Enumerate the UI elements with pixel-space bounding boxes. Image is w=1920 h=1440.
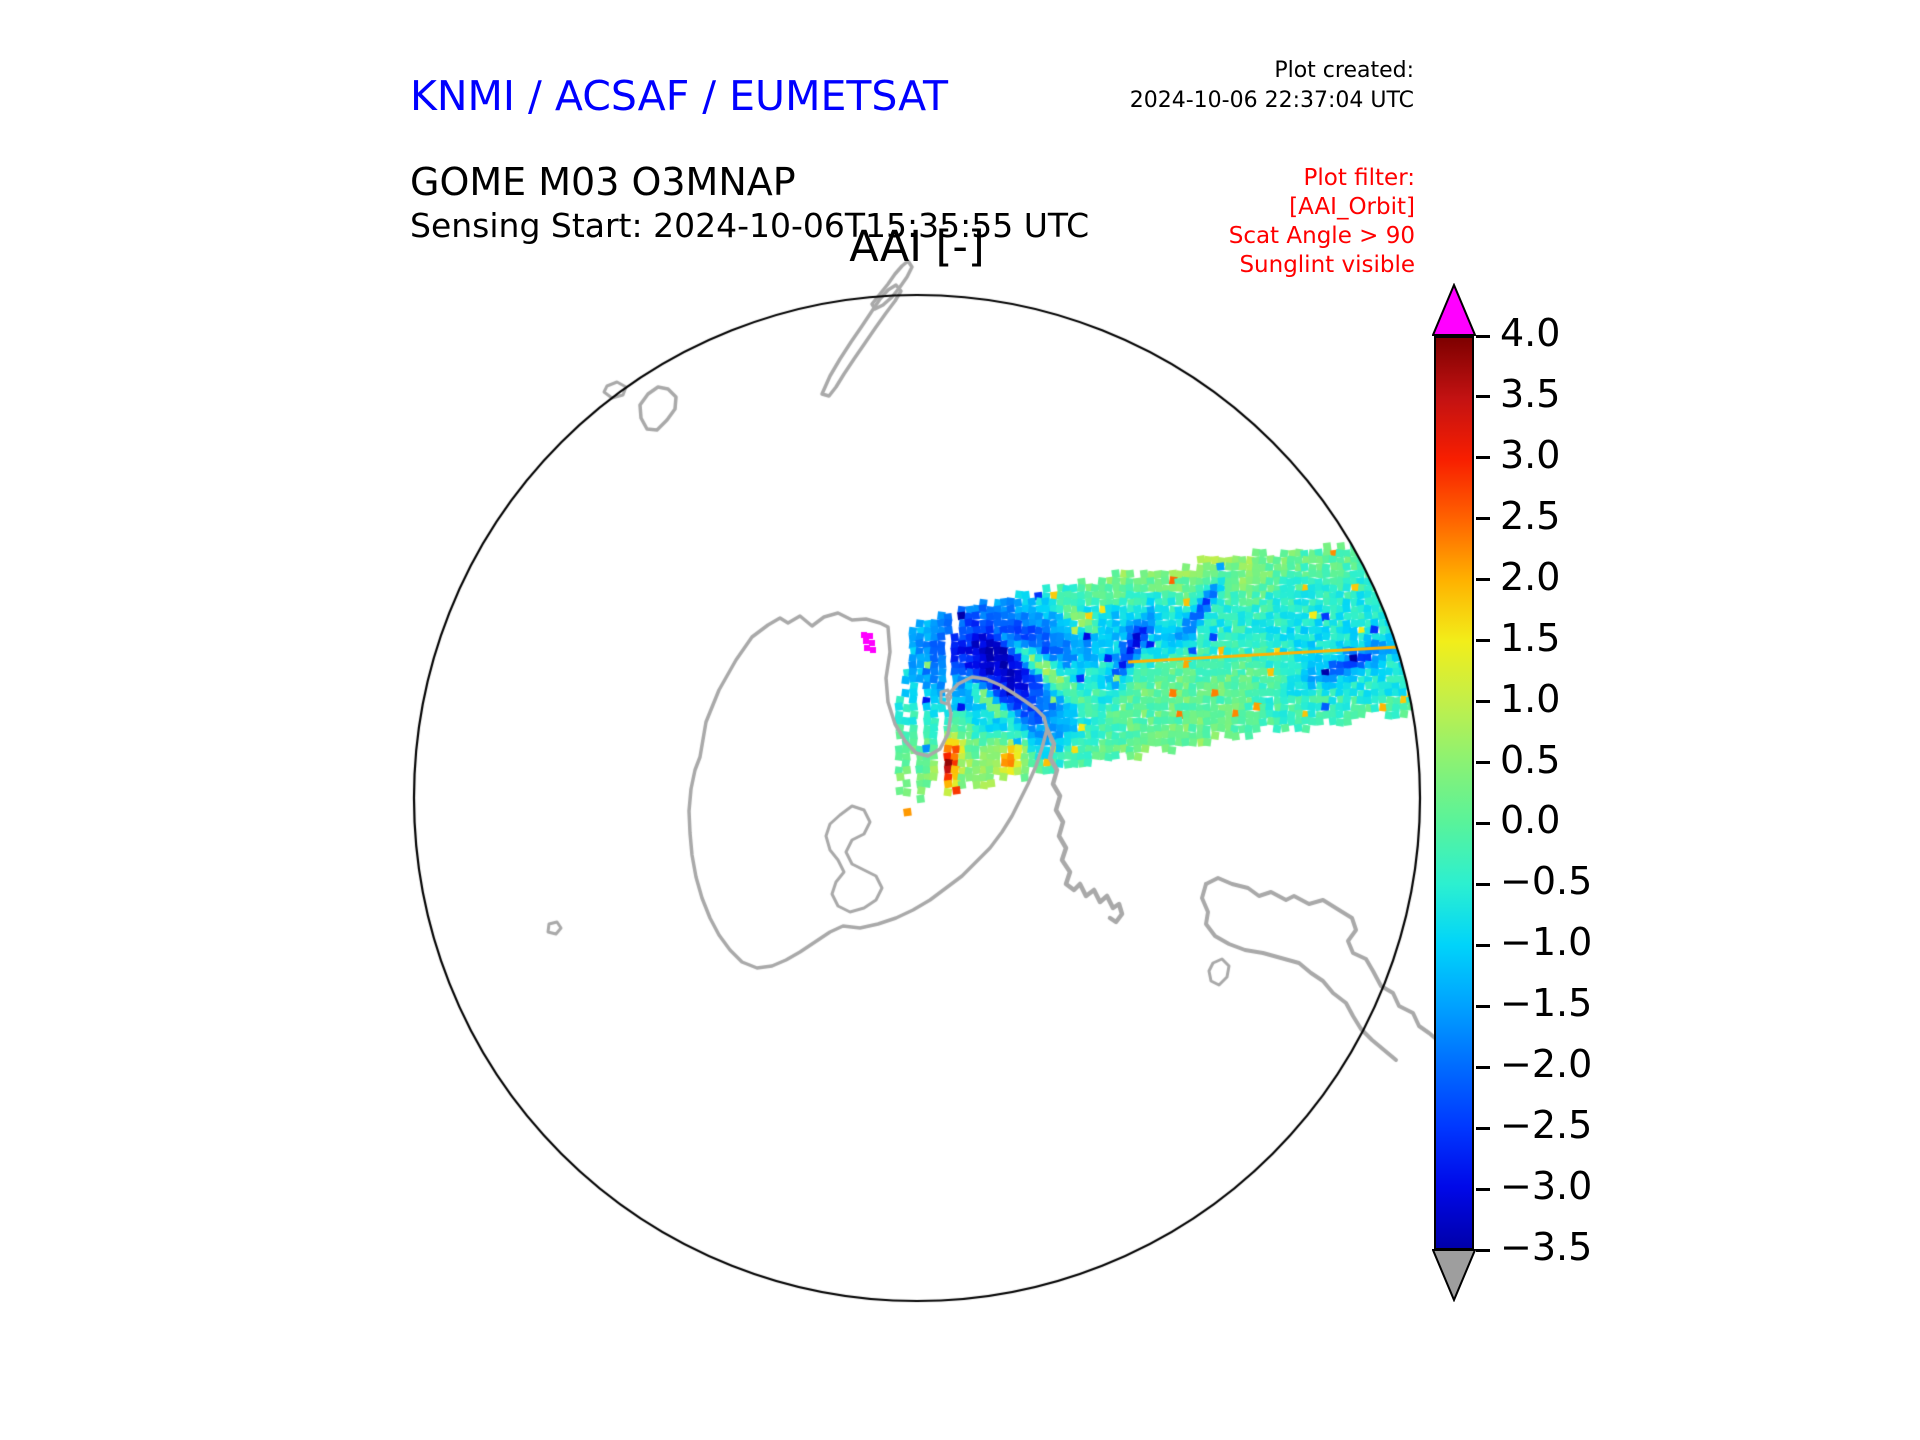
colorbar-under-arrow xyxy=(1432,1249,1476,1302)
plot-filter-block: Plot filter: [AAI_Orbit] Scat Angle > 90… xyxy=(1229,164,1415,280)
colorbar-tick xyxy=(1476,821,1490,825)
colorbar-gradient xyxy=(1434,336,1474,1250)
colorbar-tick-label: 3.0 xyxy=(1500,432,1561,477)
colorbar-tick xyxy=(1476,1126,1490,1130)
colorbar-tick xyxy=(1476,1004,1490,1008)
colorbar-tick-label: −1.0 xyxy=(1500,920,1593,965)
colorbar-tick-label: −2.0 xyxy=(1500,1042,1593,1087)
colorbar-tick xyxy=(1476,1248,1490,1252)
colorbar-tick xyxy=(1476,639,1490,643)
colorbar-tick xyxy=(1476,943,1490,947)
colorbar-tick xyxy=(1476,578,1490,582)
colorbar-tick-label: 2.5 xyxy=(1500,493,1561,538)
colorbar-tick-label: 0.5 xyxy=(1500,737,1561,782)
over-arrow-triangle xyxy=(1432,283,1476,336)
colorbar-over-arrow xyxy=(1432,283,1476,336)
colorbar-tick-label: −1.5 xyxy=(1500,981,1593,1026)
colorbar-tick xyxy=(1476,1065,1490,1069)
plot-filter-line: [AAI_Orbit] xyxy=(1289,194,1415,220)
map-title: AAI [-] xyxy=(849,222,985,272)
colorbar-tick-label: 4.0 xyxy=(1500,311,1561,355)
plot-created-label: Plot created: xyxy=(1274,58,1414,83)
colorbar-tick-label: 0.0 xyxy=(1500,798,1561,843)
sensing-start-line: Sensing Start: 2024-10-06T15:35:55 UTC xyxy=(410,206,1090,245)
product-title: GOME M03 O3MNAP xyxy=(410,160,796,204)
colorbar-tick xyxy=(1476,882,1490,886)
plot-filter-line: Sunglint visible xyxy=(1239,252,1415,278)
plot-created-timestamp: 2024-10-06 22:37:04 UTC xyxy=(1129,88,1414,113)
colorbar-tick-label: 1.5 xyxy=(1500,615,1561,660)
colorbar-tick-label: 2.0 xyxy=(1500,554,1561,599)
plot-filter-line: Scat Angle > 90 xyxy=(1228,223,1415,249)
colorbar-tick xyxy=(1476,334,1490,338)
colorbar-tick xyxy=(1476,517,1490,521)
colorbar-tick xyxy=(1476,1187,1490,1191)
plot-created-block: Plot created: 2024-10-06 22:37:04 UTC xyxy=(1130,56,1414,116)
colorbar-tick xyxy=(1476,761,1490,765)
colorbar-tick-label: −0.5 xyxy=(1500,859,1593,904)
colorbar-tick-label: −3.5 xyxy=(1500,1225,1593,1269)
colorbar-tick-label: −2.5 xyxy=(1500,1103,1593,1148)
colorbar-tick-label: 1.0 xyxy=(1500,676,1561,721)
plot-filter-line: Plot filter: xyxy=(1303,165,1415,191)
organisation-title: KNMI / ACSAF / EUMETSAT xyxy=(410,72,949,120)
colorbar-tick xyxy=(1476,700,1490,704)
colorbar-tick xyxy=(1476,456,1490,460)
colorbar-tick-label: −3.0 xyxy=(1500,1164,1593,1209)
colorbar-tick xyxy=(1476,395,1490,399)
colorbar-tick-label: 3.5 xyxy=(1500,371,1561,416)
under-arrow-triangle xyxy=(1432,1249,1476,1302)
